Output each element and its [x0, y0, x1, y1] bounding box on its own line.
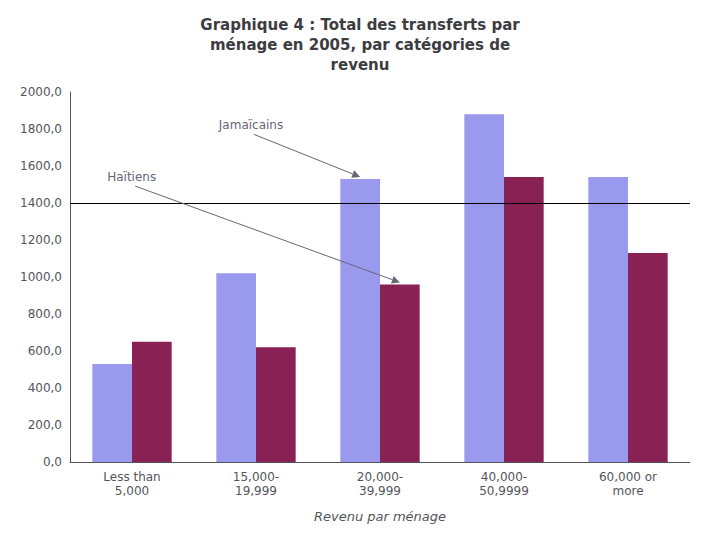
svg-text:15,000-: 15,000- [233, 470, 279, 484]
svg-text:40,000-: 40,000- [481, 470, 527, 484]
svg-text:39,999: 39,999 [359, 484, 401, 498]
svg-text:2000,0: 2000,0 [20, 85, 62, 99]
svg-text:60,000 or: 60,000 or [599, 470, 657, 484]
svg-text:more: more [612, 484, 643, 498]
svg-text:Less than: Less than [103, 470, 160, 484]
svg-text:Jamaïcains: Jamaïcains [218, 118, 283, 132]
svg-text:200,0: 200,0 [28, 418, 62, 432]
svg-text:19,999: 19,999 [235, 484, 277, 498]
svg-text:20,000-: 20,000- [357, 470, 403, 484]
svg-text:revenu: revenu [331, 56, 390, 74]
svg-text:Graphique 4 : Total des transf: Graphique 4 : Total des transferts par [200, 16, 520, 34]
svg-text:1000,0: 1000,0 [20, 270, 62, 284]
svg-text:50,9999: 50,9999 [479, 484, 529, 498]
svg-text:800,0: 800,0 [28, 307, 62, 321]
svg-text:400,0: 400,0 [28, 381, 62, 395]
svg-text:1200,0: 1200,0 [20, 233, 62, 247]
svg-text:5,000: 5,000 [115, 484, 149, 498]
svg-text:1600,0: 1600,0 [20, 159, 62, 173]
svg-text:ménage en 2005, par catégories: ménage en 2005, par catégories de [210, 36, 510, 54]
svg-text:1400,0: 1400,0 [20, 196, 62, 210]
svg-text:600,0: 600,0 [28, 344, 62, 358]
svg-text:0,0: 0,0 [43, 455, 62, 469]
svg-text:1800,0: 1800,0 [20, 122, 62, 136]
svg-text:Revenu par ménage: Revenu par ménage [314, 509, 446, 524]
svg-text:Haïtiens: Haïtiens [107, 170, 156, 184]
